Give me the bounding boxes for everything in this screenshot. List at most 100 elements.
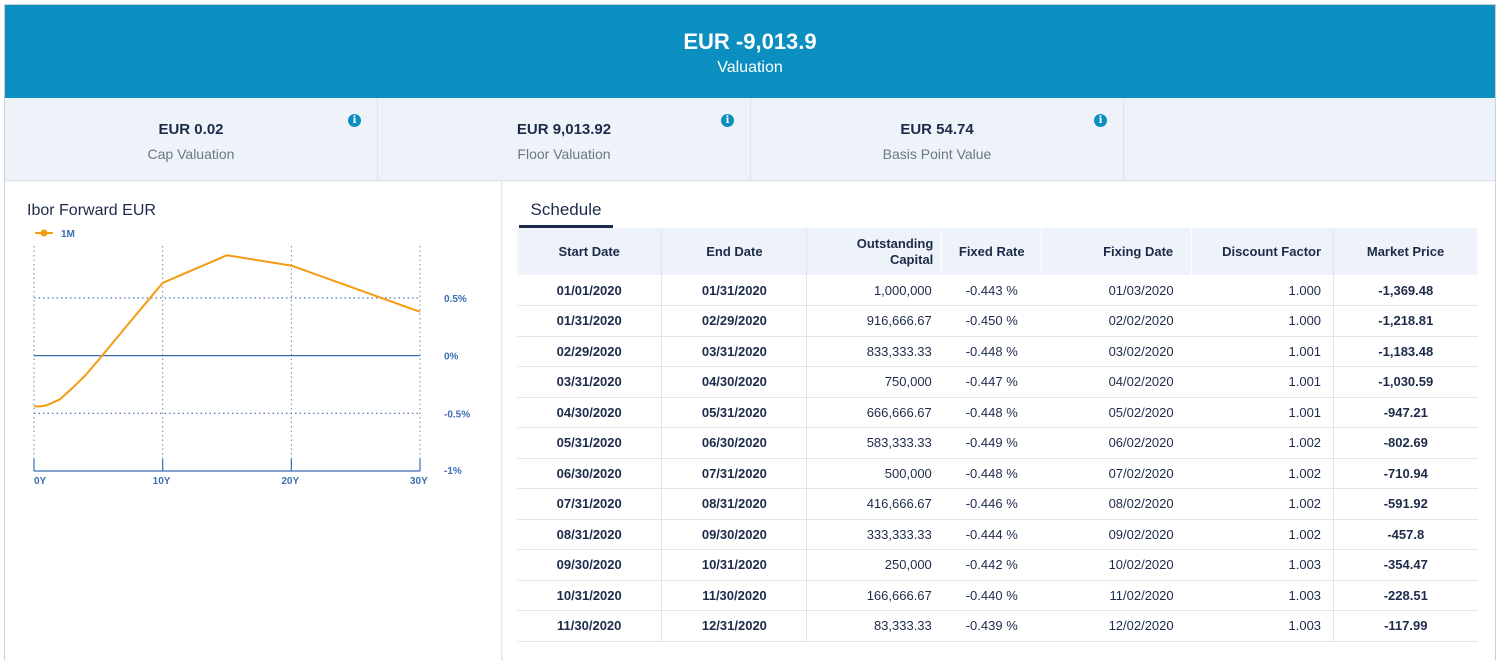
cell-fixing-date: 08/02/2020 [1041,488,1192,520]
cell-start-date: 05/31/2020 [517,427,663,459]
table-row[interactable]: 05/31/2020 06/30/2020 583,333.33 -0.449 % 06… [517,427,1478,459]
cell-fixed-rate: -0.439 % [941,610,1042,642]
cell-fixed-rate: -0.447 % [941,366,1042,398]
cell-market-price: -710.94 [1333,458,1478,489]
col-market-price[interactable]: Market Price [1333,228,1478,275]
cell-outstanding-capital: 833,333.33 [806,336,942,367]
col-fixed-rate[interactable]: Fixed Rate [941,228,1043,275]
kpi-label: Basis Point Value [882,146,992,162]
cell-end-date: 07/31/2020 [661,458,808,489]
cell-start-date: 09/30/2020 [517,549,663,581]
table-row[interactable]: 07/31/2020 08/31/2020 416,666.67 -0.446 % 08… [517,488,1478,520]
table-row[interactable]: 08/31/2020 09/30/2020 333,333.33 -0.444 % 09… [517,519,1478,550]
cell-end-date: 05/31/2020 [661,397,808,428]
schedule-panel: Schedule Start Date End Date Outstanding… [503,182,1495,660]
kpi-floor-valuation: EUR 9,013.92 Floor Valuation i [378,98,751,181]
table-row[interactable]: 03/31/2020 04/30/2020 750,000 -0.447 % 04/02… [517,366,1478,398]
info-icon[interactable]: i [1094,114,1107,127]
valuation-amount: EUR -9,013.9 [683,29,817,54]
cell-market-price: -457.8 [1333,519,1478,550]
kpi-row: EUR 0.02 Cap Valuation i EUR 9,013.92 Fl… [5,98,1495,181]
kpi-value: EUR 54.74 [900,121,974,138]
cell-outstanding-capital: 83,333.33 [806,610,942,642]
forward-curve-panel: Ibor Forward EUR 0Y 10Y 20Y 30Y 0.5% 0% -0.5% -… [5,182,502,660]
cell-outstanding-capital: 666,666.67 [806,397,942,428]
table-row[interactable]: 02/29/2020 03/31/2020 833,333.33 -0.448 % 03… [517,336,1478,367]
valuation-banner: EUR -9,013.9 Valuation [5,5,1495,98]
cell-market-price: -947.21 [1333,397,1478,428]
cell-fixing-date: 07/02/2020 [1041,458,1192,489]
cell-fixed-rate: -0.448 % [941,458,1042,489]
forward-curve-chart: 0Y 10Y 20Y 30Y 0.5% 0% -0.5% -1% 1M [33,229,470,487]
col-fixing-date[interactable]: Fixing Date [1041,228,1193,275]
cell-outstanding-capital: 166,666.67 [806,580,942,611]
cell-outstanding-capital: 750,000 [806,366,942,398]
cell-fixing-date: 04/02/2020 [1041,366,1192,398]
table-row[interactable]: 01/01/2020 01/31/2020 1,000,000 -0.443 % 01/… [517,275,1478,306]
cell-fixed-rate: -0.440 % [941,580,1042,611]
cell-market-price: -1,218.81 [1333,305,1478,337]
cell-fixed-rate: -0.450 % [941,305,1042,337]
table-row[interactable]: 01/31/2020 02/29/2020 916,666.67 -0.450 % 02… [517,305,1478,337]
schedule-table: Start Date End Date Outstanding Capital … [517,228,1478,642]
cell-start-date: 10/31/2020 [517,580,663,611]
table-header-row: Start Date End Date Outstanding Capital … [517,228,1478,275]
kpi-basis-point-value: EUR 54.74 Basis Point Value i [751,98,1124,181]
table-row[interactable]: 09/30/2020 10/31/2020 250,000 -0.442 % 10/02… [517,549,1478,581]
cell-fixed-rate: -0.448 % [941,397,1042,428]
cell-discount-factor: 1.000 [1191,275,1335,306]
cell-discount-factor: 1.003 [1191,580,1335,611]
cell-end-date: 12/31/2020 [661,610,808,642]
cell-discount-factor: 1.002 [1191,488,1335,520]
cell-outstanding-capital: 416,666.67 [806,488,942,520]
cell-fixing-date: 06/02/2020 [1041,427,1192,459]
legend-marker [40,229,48,237]
pricing-panel: EUR -9,013.9 Valuation EUR 0.02 Cap Valu… [4,4,1496,660]
cell-end-date: 02/29/2020 [661,305,808,337]
cell-discount-factor: 1.000 [1191,305,1335,337]
cell-outstanding-capital: 333,333.33 [806,519,942,550]
cell-market-price: -1,369.48 [1333,275,1478,306]
cell-fixed-rate: -0.443 % [941,275,1042,306]
cell-discount-factor: 1.003 [1191,610,1335,642]
tab-schedule[interactable]: Schedule [519,196,613,228]
cell-start-date: 01/31/2020 [517,305,663,337]
table-row[interactable]: 10/31/2020 11/30/2020 166,666.67 -0.440 % 11… [517,580,1478,611]
info-icon[interactable]: i [348,114,361,127]
kpi-empty-slot [1124,98,1495,181]
cell-start-date: 08/31/2020 [517,519,663,550]
cell-market-price: -1,030.59 [1333,366,1478,398]
cell-start-date: 02/29/2020 [517,336,663,367]
table-row[interactable]: 11/30/2020 12/31/2020 83,333.33 -0.439 % 12/… [517,610,1478,642]
table-row[interactable]: 06/30/2020 07/31/2020 500,000 -0.448 % 07/02… [517,458,1478,489]
col-outstanding-capital[interactable]: Outstanding Capital [806,228,943,275]
cell-start-date: 04/30/2020 [517,397,663,428]
cell-outstanding-capital: 1,000,000 [806,275,942,306]
col-end-date[interactable]: End Date [661,228,808,275]
y-tick-label: 0% [444,352,459,363]
cell-end-date: 08/31/2020 [661,488,808,520]
cell-discount-factor: 1.002 [1191,427,1335,459]
cell-market-price: -354.47 [1333,549,1478,581]
cell-fixing-date: 11/02/2020 [1041,580,1192,611]
y-tick-label: 0.5% [444,294,467,305]
col-start-date[interactable]: Start Date [517,228,663,275]
col-discount-factor[interactable]: Discount Factor [1191,228,1335,275]
x-tick-label: 0Y [34,476,47,487]
cell-start-date: 03/31/2020 [517,366,663,398]
table-row[interactable]: 04/30/2020 05/31/2020 666,666.67 -0.448 % 05… [517,397,1478,428]
cell-outstanding-capital: 916,666.67 [806,305,942,337]
kpi-value: EUR 0.02 [158,121,224,138]
cell-discount-factor: 1.001 [1191,397,1335,428]
cell-fixing-date: 10/02/2020 [1041,549,1192,581]
cell-end-date: 03/31/2020 [661,336,808,367]
cell-end-date: 09/30/2020 [661,519,808,550]
series-line [34,254,421,408]
info-icon[interactable]: i [721,114,734,127]
cell-market-price: -1,183.48 [1333,336,1478,367]
cell-fixing-date: 09/02/2020 [1041,519,1192,550]
cell-market-price: -117.99 [1333,610,1478,642]
cell-fixing-date: 05/02/2020 [1041,397,1192,428]
cell-fixed-rate: -0.444 % [941,519,1042,550]
cell-market-price: -591.92 [1333,488,1478,520]
